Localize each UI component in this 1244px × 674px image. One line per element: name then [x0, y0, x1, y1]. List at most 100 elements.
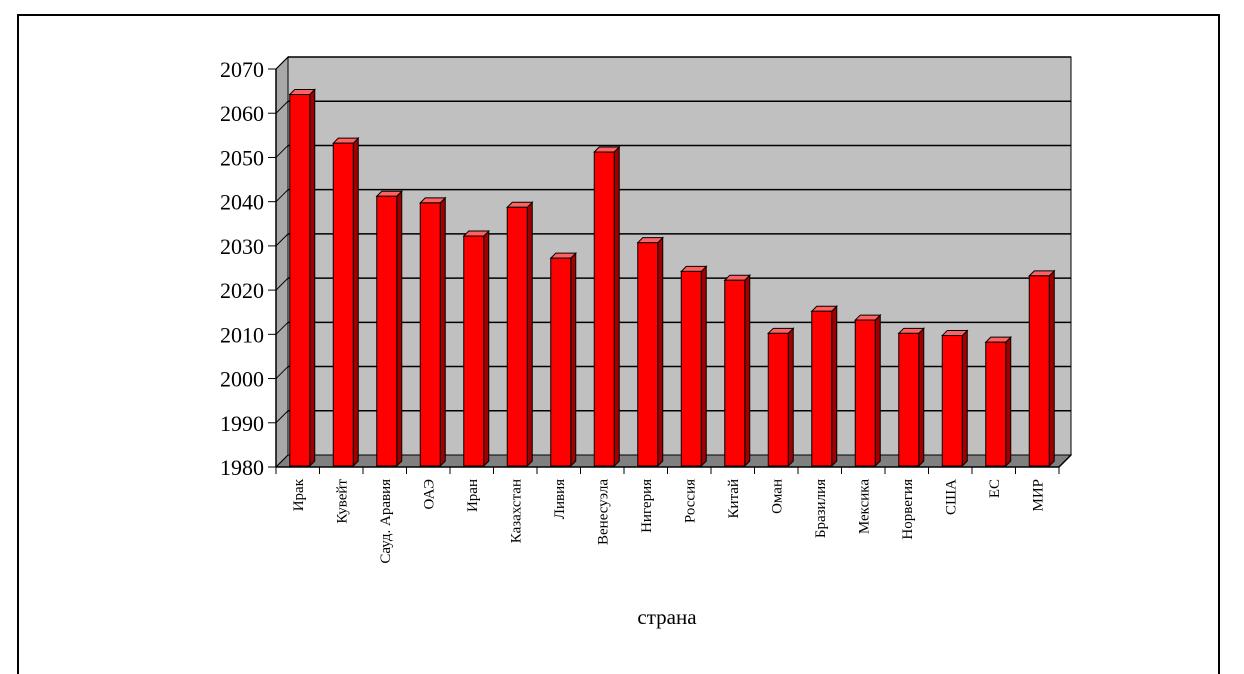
bar: [375, 190, 403, 468]
bar-top: [549, 252, 577, 259]
bar-top: [1028, 270, 1056, 277]
bar-side: [744, 274, 751, 468]
bar-front: [1028, 275, 1050, 467]
bar-front: [941, 335, 963, 467]
bar-top: [593, 146, 621, 153]
bar-top: [375, 190, 403, 197]
x-tick-label: Иран: [465, 479, 481, 512]
bar-side: [918, 327, 925, 468]
bar-front: [332, 142, 354, 467]
bar-side: [1005, 335, 1012, 468]
y-tick-label: 2040: [220, 190, 264, 215]
x-tick-label: Ливия: [552, 479, 568, 519]
x-tick-label: Венесуэла: [595, 479, 611, 545]
bar-top: [680, 265, 708, 272]
bar-front: [724, 279, 746, 467]
bar-top: [723, 274, 751, 281]
bar-side: [483, 229, 490, 468]
bar-side: [874, 313, 881, 468]
x-tick-label: ОАЭ: [421, 479, 437, 510]
x-tick-label: Россия: [682, 479, 698, 523]
bar-side: [439, 196, 446, 468]
bar: [288, 88, 316, 468]
bar-front: [506, 206, 528, 467]
x-tick-label: Нигерия: [639, 479, 655, 533]
x-tick-label: Норвегия: [900, 479, 916, 540]
y-tick-label: 2050: [220, 145, 264, 170]
x-tick-label: Оман: [769, 479, 785, 514]
bar-side: [613, 145, 620, 468]
gridline-side: [275, 410, 289, 424]
bar-front: [550, 257, 572, 467]
bar-front: [289, 94, 311, 467]
bar-top: [636, 237, 664, 244]
x-tick-label: Мексика: [856, 479, 872, 534]
bar: [767, 327, 795, 468]
bar-front: [463, 235, 485, 467]
gridline-side: [275, 56, 289, 70]
bar: [854, 313, 882, 468]
bar-side: [526, 201, 533, 468]
gridline-side: [275, 366, 289, 379]
x-axis-label: страна: [637, 605, 697, 629]
bar-side: [352, 136, 359, 468]
bar-front: [985, 341, 1007, 467]
bar: [723, 274, 751, 468]
bar-side: [1048, 269, 1055, 468]
bar-front: [898, 332, 920, 467]
y-tick-label: 2060: [220, 101, 264, 126]
bar-side: [787, 327, 794, 468]
x-tick-label: МИР: [1030, 479, 1046, 512]
gridline-side: [275, 145, 289, 158]
bar-top: [810, 305, 838, 312]
bar-side: [831, 305, 838, 468]
bar-top: [854, 314, 882, 321]
x-tick-label: Кувейт: [334, 479, 350, 524]
y-tick-label: 1980: [220, 455, 264, 480]
bar-front: [854, 319, 876, 467]
x-tick-label: Китай: [726, 479, 742, 518]
bar-top: [767, 327, 795, 334]
bar-front: [593, 151, 615, 467]
bar-front: [637, 242, 659, 467]
axes: [268, 56, 1072, 474]
gridline-side: [275, 100, 289, 114]
bar-front: [680, 270, 702, 467]
bar-side: [657, 236, 664, 468]
gridline-side: [275, 233, 289, 247]
bar-front: [419, 202, 441, 467]
bar-top: [462, 230, 490, 237]
x-tick-label: ЕС: [987, 479, 1003, 498]
bar: [984, 335, 1012, 468]
gridline-side: [275, 189, 289, 203]
bar: [419, 196, 447, 468]
bar-side: [700, 265, 707, 468]
x-tick-label: Сауд. Аравия: [378, 479, 394, 564]
bar: [332, 136, 360, 468]
bar-side: [309, 88, 316, 468]
plot-back-wall: [287, 56, 1072, 456]
y-tick-label: 2000: [220, 367, 264, 392]
x-tick-label: Казахстан: [508, 479, 524, 543]
x-tick-label: Ирак: [291, 478, 307, 511]
bar-top: [288, 89, 316, 96]
bar-side: [570, 251, 577, 468]
bar-top: [332, 137, 360, 144]
labels: 1980 1990 2000 2010 2020 2030 2040 2050 2060 2070…: [220, 57, 1046, 564]
bar-top: [897, 327, 925, 334]
bars: [288, 88, 1056, 468]
bar: [941, 329, 969, 468]
bar-side: [961, 329, 968, 468]
bar: [897, 327, 925, 468]
bar-front: [767, 332, 789, 467]
y-tick-label: 2070: [220, 57, 264, 82]
bar-top: [941, 330, 969, 337]
x-axis-end: [1058, 454, 1072, 468]
gridline-side: [275, 321, 289, 335]
bar: [810, 305, 838, 468]
bar: [506, 201, 534, 468]
bar-top: [506, 201, 534, 208]
bar-top: [984, 336, 1012, 343]
bar: [1028, 269, 1056, 468]
plot-side-wall: [275, 55, 289, 469]
